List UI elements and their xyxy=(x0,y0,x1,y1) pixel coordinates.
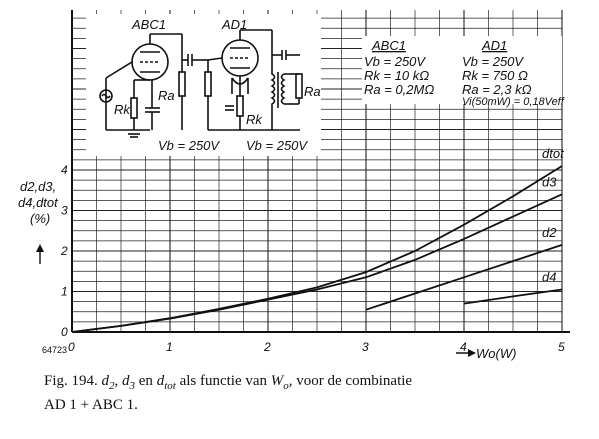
spec-ad1-line: Rk = 750 Ω xyxy=(462,68,528,83)
vb1-label: Vb = 250V xyxy=(158,138,220,153)
caption-als: als functie van xyxy=(179,373,268,389)
caption-d2-sub: 2 xyxy=(109,380,115,392)
series-labels: dtot d3 d2 d4 xyxy=(542,146,565,285)
tube1-label: ABC1 xyxy=(131,17,166,32)
x-axis-label: Wo(W) xyxy=(476,346,516,361)
caption-prefix: Fig. 194. xyxy=(44,373,98,389)
y-tick-label: 0 xyxy=(61,325,68,339)
x-tick-label: 4 xyxy=(460,340,467,354)
spec-abc1-title: ABC1 xyxy=(371,38,406,53)
series-line-d2 xyxy=(365,244,563,311)
x-tick-label: 0 xyxy=(68,340,75,354)
y-tick-label: 3 xyxy=(61,204,68,218)
series-lines xyxy=(71,165,563,333)
spec-ad1-line: Vi(50mW) = 0,18Veff xyxy=(462,96,565,108)
x-axis-arrow-head xyxy=(468,349,476,357)
caption-d3-sub: 3 xyxy=(129,380,136,392)
ra2-label: Ra xyxy=(304,84,321,99)
tick-labels: 0 1 2 3 4 5 0 1 2 3 4 xyxy=(60,163,565,354)
caption-w: W xyxy=(270,373,284,389)
y-axis-label-line2: d4,dtot xyxy=(18,195,59,210)
spec-ad1-line: Vb = 250V xyxy=(462,54,524,69)
x-tick-label: 3 xyxy=(362,340,369,354)
spec-ad1-title: AD1 xyxy=(481,38,507,53)
figure-caption: Fig. 194. d2, d3 en dtot als functie van… xyxy=(44,372,592,415)
figure-number: 64723 xyxy=(42,345,67,355)
caption-comma: , xyxy=(114,373,119,389)
series-line-d3 xyxy=(71,193,563,333)
spec-abc1-line: Rk = 10 kΩ xyxy=(364,68,429,83)
x-tick-label: 5 xyxy=(558,340,565,354)
specs-ad1: AD1 Vb = 250V Rk = 750 Ω Ra = 2,3 kΩ Vi(… xyxy=(462,38,565,108)
x-tick-label: 1 xyxy=(166,340,173,354)
y-axis-label: d2,d3, d4,dtot (%) xyxy=(18,179,59,226)
caption-w-sub: o xyxy=(283,380,289,392)
y-axis-label-line1: d2,d3, xyxy=(20,179,56,194)
spec-abc1-line: Vb = 250V xyxy=(364,54,426,69)
caption-dtot-sub: tot xyxy=(164,380,176,392)
series-label-d3: d3 xyxy=(542,174,557,189)
caption-d3-d: d xyxy=(122,373,130,389)
y-tick-label: 2 xyxy=(60,244,68,258)
schematic-panel xyxy=(86,14,321,156)
y-axis-label-line3: (%) xyxy=(30,211,50,226)
caption-rest: , voor de combinatie xyxy=(288,373,413,389)
vb2-label: Vb = 250V xyxy=(246,138,308,153)
circuit-schematic: ABC1 AD1 Rk Ra Rk Ra Vb = 250V Vb = 250V xyxy=(86,14,321,156)
caption-d2-d: d xyxy=(101,373,110,389)
series-label-d2: d2 xyxy=(542,225,557,240)
x-tick-label: 2 xyxy=(263,340,271,354)
y-tick-label: 4 xyxy=(61,163,68,177)
rk2-label: Rk xyxy=(246,112,263,127)
specs-abc1: ABC1 Vb = 250V Rk = 10 kΩ Ra = 0,2MΩ xyxy=(364,38,434,97)
specs-panel xyxy=(362,36,562,104)
series-label-dtot: dtot xyxy=(542,146,565,161)
caption-dtot-d: d xyxy=(156,373,165,389)
y-tick-label: 1 xyxy=(61,285,68,299)
caption-line2: AD 1 + ABC 1. xyxy=(44,397,138,413)
tube2-label: AD1 xyxy=(221,17,247,32)
spec-abc1-line: Ra = 0,2MΩ xyxy=(364,82,434,97)
caption-en: en xyxy=(138,373,153,389)
y-axis-arrow-head xyxy=(36,244,44,252)
rk1-label: Rk xyxy=(114,102,131,117)
series-line-d4 xyxy=(463,288,563,305)
ra1-label: Ra xyxy=(158,88,175,103)
spec-ad1-line: Ra = 2,3 kΩ xyxy=(462,82,532,97)
chart-axes xyxy=(36,10,570,357)
series-label-d4: d4 xyxy=(542,269,556,284)
